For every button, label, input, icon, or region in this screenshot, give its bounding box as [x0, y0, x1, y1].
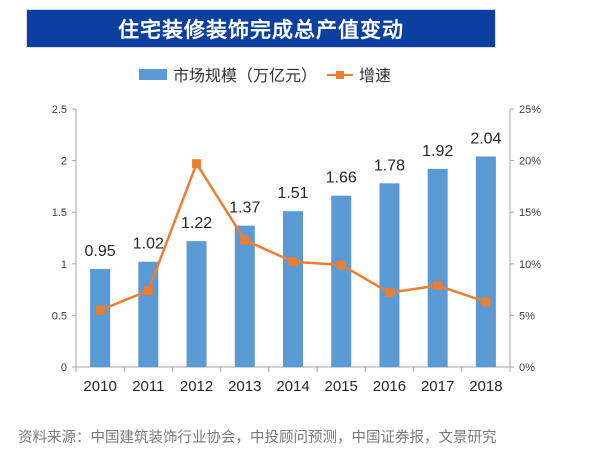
bar-data-label: 2.04	[470, 130, 501, 147]
legend-bar-label: 市场规模（万亿元）	[172, 66, 317, 85]
x-tick-label: 2017	[421, 378, 454, 395]
bar-data-label: 1.02	[133, 236, 164, 253]
x-tick-label: 2016	[373, 378, 406, 395]
growth-point	[481, 297, 491, 307]
x-tick-label: 2011	[132, 378, 164, 395]
growth-point	[192, 159, 202, 169]
x-tick-label: 2013	[228, 378, 261, 395]
bar	[234, 225, 255, 367]
bar-data-label: 1.78	[374, 157, 405, 174]
x-tick-label: 2014	[276, 378, 309, 395]
right-tick-label: 10%	[519, 259, 541, 271]
bar-data-label: 1.66	[326, 170, 357, 187]
left-tick-label: 0	[61, 362, 67, 374]
bar	[283, 211, 303, 367]
right-tick-label: 0%	[519, 362, 535, 374]
right-tick-label: 5%	[519, 310, 535, 322]
x-tick-label: 2012	[180, 378, 213, 395]
bar-data-label: 1.37	[229, 200, 260, 217]
legend-line-swatch	[327, 69, 353, 80]
right-tick-label: 20%	[519, 156, 541, 168]
left-tick-label: 0.5	[52, 310, 67, 322]
bar-data-label: 0.95	[85, 243, 116, 260]
legend: 市场规模（万亿元） 增速	[0, 62, 530, 86]
bar	[331, 195, 352, 367]
x-tick-label: 2010	[83, 378, 116, 395]
legend-line-label: 增速	[359, 66, 392, 85]
bar	[138, 261, 159, 367]
growth-point	[288, 257, 298, 267]
left-tick-label: 2.5	[52, 104, 67, 116]
bar-data-label: 1.92	[422, 143, 453, 160]
source-note: 资料来源：中国建筑装饰行业协会，中投顾问预测，中国证券报，文景研究	[18, 430, 497, 446]
left-tick-label: 1.5	[52, 207, 67, 219]
growth-point	[384, 288, 394, 298]
chart-title: 住宅装修装饰完成总产值变动	[26, 9, 496, 48]
bar	[379, 183, 400, 367]
left-tick-label: 2	[61, 156, 67, 168]
x-tick-label: 2015	[325, 378, 358, 395]
bar	[186, 241, 207, 367]
bar-data-label: 1.22	[181, 215, 212, 232]
bar	[427, 168, 448, 367]
bar	[475, 156, 496, 367]
bar-data-label: 1.51	[277, 185, 308, 202]
growth-point	[240, 235, 250, 245]
x-tick-label: 2018	[469, 378, 502, 395]
bar	[90, 268, 111, 367]
left-tick-label: 1	[61, 259, 67, 271]
growth-point	[433, 280, 443, 290]
right-tick-label: 25%	[519, 104, 541, 116]
growth-point	[143, 286, 153, 296]
growth-point	[95, 305, 105, 315]
right-tick-label: 15%	[519, 207, 541, 219]
growth-point	[336, 260, 346, 270]
legend-bar-swatch	[138, 68, 167, 80]
